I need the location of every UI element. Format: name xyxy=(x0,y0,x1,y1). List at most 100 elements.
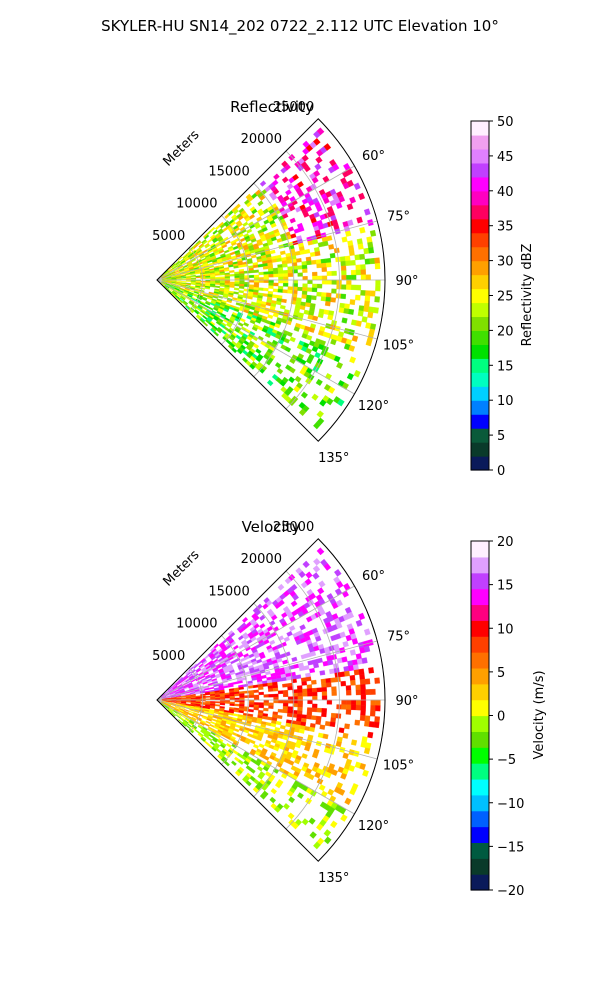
radial-tick-label: 20000 xyxy=(241,132,282,147)
colorbar-tick-label: 0 xyxy=(497,710,505,725)
colorbar-tick-label: 5 xyxy=(497,666,505,681)
colorbar-tick-label: 20 xyxy=(497,535,514,550)
colorbar-swatch xyxy=(471,260,489,276)
velocity-title: Velocity xyxy=(242,518,301,536)
radial-tick-label: 5000 xyxy=(152,229,185,244)
azimuth-tick-label: 105° xyxy=(383,759,414,774)
azimuth-tick-label: 105° xyxy=(383,339,414,354)
colorbar-swatch xyxy=(471,176,489,192)
colorbar-swatch xyxy=(471,330,489,345)
colorbar-tick-label: 15 xyxy=(497,579,514,594)
colorbar-swatch xyxy=(471,148,489,164)
colorbar-swatch xyxy=(471,386,489,401)
radial-tick-label: 10000 xyxy=(176,197,217,212)
colorbar-swatch xyxy=(471,344,489,359)
azimuth-tick-label: 75° xyxy=(387,209,410,224)
colorbar-tick-label: 5 xyxy=(497,429,505,444)
colorbar-swatch xyxy=(471,442,489,457)
reflectivity-panel: Reflectivity 5000 10000 15000 20000 25000 60°… xyxy=(152,98,535,479)
colorbar-swatch xyxy=(471,731,489,748)
colorbar-swatch xyxy=(471,874,489,891)
grid-spoke xyxy=(156,279,378,340)
colorbar-swatch xyxy=(471,232,489,248)
azimuth-tick-label: 90° xyxy=(395,274,418,289)
radial-tick-label: 25000 xyxy=(273,520,314,535)
radial-tick-label: 25000 xyxy=(273,100,314,115)
radial-tick-label: 5000 xyxy=(152,649,185,664)
colorbar-swatch xyxy=(471,794,489,812)
colorbar-tick-label: 35 xyxy=(497,220,514,235)
reflectivity-radial-axis-label: Meters xyxy=(161,127,203,169)
colorbar-swatch xyxy=(471,667,489,685)
colorbar-swatch xyxy=(471,400,489,415)
colorbar-swatch xyxy=(471,162,489,178)
colorbar-tick-label: 0 xyxy=(497,464,505,479)
colorbar-swatch xyxy=(471,778,489,796)
colorbar-tick-label: −15 xyxy=(497,840,524,855)
velocity-colorbar: −20 −15 −10 −5 0 5 10 15 20 xyxy=(470,535,524,899)
grid-spoke xyxy=(156,220,378,281)
colorbar-swatch xyxy=(471,842,489,859)
colorbar-swatch xyxy=(471,699,489,717)
colorbar-swatch xyxy=(471,763,489,780)
colorbar-tick-label: 50 xyxy=(497,115,514,130)
colorbar-swatch xyxy=(471,541,489,558)
reflectivity-grid xyxy=(156,118,386,442)
colorbar-swatch xyxy=(471,358,489,373)
velocity-field xyxy=(160,547,381,850)
azimuth-tick-label: 135° xyxy=(318,871,349,886)
colorbar-swatch xyxy=(471,121,489,136)
colorbar-swatch xyxy=(471,604,489,621)
colorbar-swatch xyxy=(471,588,489,606)
colorbar-swatch xyxy=(471,747,489,764)
colorbar-swatch xyxy=(471,190,489,206)
colorbar-swatch xyxy=(471,288,489,304)
colorbar-swatch xyxy=(471,715,489,732)
grid-spoke xyxy=(156,585,355,701)
colorbar-swatch xyxy=(471,572,489,590)
colorbar-swatch xyxy=(471,683,489,701)
colorbar-tick-label: 20 xyxy=(497,324,514,339)
azimuth-tick-label: 90° xyxy=(395,694,418,709)
azimuth-tick-label: 60° xyxy=(362,149,385,164)
colorbar-swatch xyxy=(471,246,489,262)
reflectivity-field xyxy=(160,127,381,430)
colorbar-tick-label: 15 xyxy=(497,359,514,374)
colorbar-swatch xyxy=(471,372,489,387)
azimuth-tick-label: 120° xyxy=(358,399,389,414)
azimuth-tick-label: 135° xyxy=(318,451,349,466)
radial-tick-label: 15000 xyxy=(208,584,249,599)
velocity-panel: Velocity 5000 10000 15000 20000 25000 60° 75° 9… xyxy=(152,518,547,899)
colorbar-swatch xyxy=(471,826,489,844)
sector-frame xyxy=(156,538,386,862)
colorbar-tick-label: −10 xyxy=(497,797,524,812)
radial-tick-label: 20000 xyxy=(241,552,282,567)
colorbar-tick-label: 25 xyxy=(497,290,514,305)
reflectivity-colorbar-label: Reflectivity dBZ xyxy=(520,244,535,347)
colorbar-swatch xyxy=(471,620,489,637)
velocity-ticks: 5000 10000 15000 20000 25000 60° 75° 90° 105° 120… xyxy=(152,520,418,886)
colorbar-swatch xyxy=(471,858,489,875)
colorbar-swatch xyxy=(471,636,489,653)
grid-spoke xyxy=(156,699,355,815)
reflectivity-ticks: 5000 10000 15000 20000 25000 60° 75° 90° 105° 120… xyxy=(152,100,418,466)
colorbar-tick-label: 10 xyxy=(497,394,514,409)
colorbar-tick-label: 45 xyxy=(497,150,514,165)
colorbar-swatch xyxy=(471,556,489,574)
azimuth-tick-label: 120° xyxy=(358,819,389,834)
colorbar-tick-label: −20 xyxy=(497,884,524,899)
colorbar-swatch xyxy=(471,218,489,234)
colorbar-swatch xyxy=(471,302,489,318)
colorbar-swatch xyxy=(471,456,489,471)
figure-title: SKYLER-HU SN14_202 0722_2.112 UTC Elevat… xyxy=(101,17,499,36)
velocity-radial-axis-label: Meters xyxy=(161,547,203,589)
sector-frame xyxy=(156,118,386,442)
reflectivity-title: Reflectivity xyxy=(230,98,314,116)
colorbar-swatch xyxy=(471,204,489,220)
colorbar-swatch xyxy=(471,810,489,828)
colorbar-swatch xyxy=(471,274,489,290)
reflectivity-colorbar: 0 5 10 15 20 25 30 35 40 45 50 xyxy=(470,115,514,479)
radial-tick-label: 15000 xyxy=(208,164,249,179)
grid-spoke xyxy=(156,279,355,395)
